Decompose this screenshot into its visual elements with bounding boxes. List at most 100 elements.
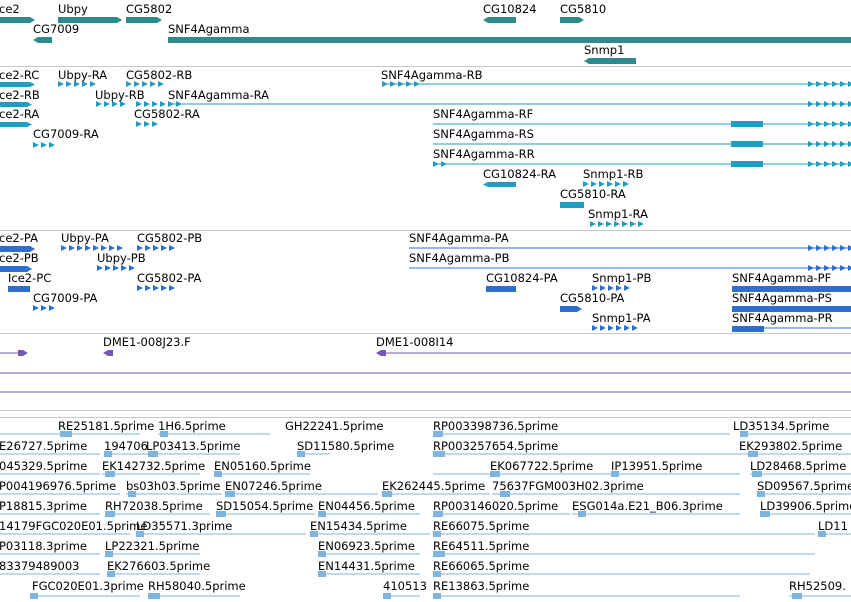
est-label[interactable]: 1H6.5prime [158, 419, 226, 433]
protein-glyph[interactable] [169, 245, 175, 251]
protein-label[interactable]: Ice2-PC [8, 271, 52, 285]
est-label[interactable]: SD11580.5prime [297, 439, 395, 453]
transcript-glyph[interactable] [158, 81, 164, 87]
protein-glyph[interactable] [93, 245, 99, 251]
protein-glyph[interactable] [61, 245, 67, 251]
transcript-glyph[interactable] [606, 221, 612, 227]
protein-glyph[interactable] [632, 325, 638, 331]
transcript-glyph[interactable] [840, 81, 846, 87]
transcript-glyph[interactable] [832, 81, 838, 87]
transcript-glyph[interactable] [824, 81, 830, 87]
protein-glyph[interactable] [816, 245, 822, 251]
est-glyph[interactable] [757, 491, 765, 497]
transcript-label[interactable]: SNF4Agamma-RB [381, 68, 483, 82]
transcript-glyph[interactable] [583, 181, 589, 187]
transcript-glyph[interactable] [483, 182, 516, 187]
protein-glyph[interactable] [824, 245, 830, 251]
transcript-glyph[interactable] [840, 101, 846, 107]
est-label[interactable]: RP003146020.5prime [433, 499, 559, 513]
est-label[interactable]: EN15434.5prime [310, 519, 407, 533]
est-label[interactable]: RH72038.5prime [105, 499, 203, 513]
transcript-glyph[interactable] [731, 141, 763, 147]
est-label[interactable]: RE66065.5prime [433, 559, 530, 573]
est-glyph[interactable] [216, 511, 226, 517]
protein-glyph[interactable] [808, 245, 814, 251]
transcript-glyph[interactable] [848, 81, 851, 87]
protein-glyph[interactable] [824, 265, 830, 271]
gene-label[interactable]: CG7009 [33, 22, 80, 36]
protein-label[interactable]: CG5810-PA [560, 291, 625, 305]
est-glyph[interactable] [225, 491, 235, 497]
protein-glyph[interactable] [732, 306, 851, 312]
est-glyph[interactable] [792, 593, 802, 599]
est-glyph[interactable] [433, 451, 445, 457]
protein-glyph[interactable] [161, 245, 167, 251]
protein-label[interactable]: Snmp1-PB [592, 271, 652, 285]
est-glyph[interactable] [105, 551, 113, 557]
transcript-glyph[interactable] [731, 121, 763, 127]
transcript-glyph[interactable] [49, 142, 55, 148]
transcript-glyph[interactable] [0, 102, 32, 107]
transcript-glyph[interactable] [808, 161, 814, 167]
protein-label[interactable]: Ubpy-PA [61, 231, 109, 245]
protein-label[interactable]: ce2-PA [0, 231, 38, 245]
transcript-glyph[interactable] [74, 81, 80, 87]
transcript-label[interactable]: SNF4Agamma-RF [433, 107, 534, 121]
est-label[interactable]: P03118.3prime [0, 539, 87, 553]
est-label[interactable]: EK293802.5prime [739, 439, 843, 453]
transcript-glyph[interactable] [136, 101, 142, 107]
est-label[interactable]: RP003257654.5prime [433, 439, 559, 453]
transcript-glyph[interactable] [104, 101, 110, 107]
est-label[interactable]: RP003398736.5prime [433, 419, 559, 433]
est-label[interactable]: P004196976.5prime [0, 479, 117, 493]
transcript-glyph[interactable] [168, 101, 174, 107]
transcript-glyph[interactable] [176, 101, 182, 107]
protein-glyph[interactable] [832, 265, 838, 271]
est-glyph[interactable] [748, 451, 758, 457]
gene-glyph[interactable] [0, 17, 35, 23]
est-glyph[interactable] [136, 531, 144, 537]
est-label[interactable]: EN14431.5prime [318, 559, 415, 573]
est-label[interactable]: LP03413.5prime [146, 439, 241, 453]
gene-glyph[interactable] [584, 58, 636, 64]
protein-glyph[interactable] [592, 325, 598, 331]
transcript-glyph[interactable] [150, 81, 156, 87]
est-label[interactable]: GH22241.5prime [285, 419, 384, 433]
protein-glyph[interactable] [816, 265, 822, 271]
est-glyph[interactable] [433, 551, 445, 557]
est-label[interactable]: RE66075.5prime [433, 519, 530, 533]
protein-label[interactable]: SNF4Agamma-PR [732, 311, 833, 325]
est-glyph[interactable] [433, 531, 441, 537]
est-glyph[interactable] [160, 431, 168, 437]
transcript-glyph[interactable] [0, 82, 35, 87]
clone-glyph[interactable] [18, 350, 28, 356]
transcript-glyph[interactable] [816, 81, 822, 87]
transcript-glyph[interactable] [623, 181, 629, 187]
est-glyph[interactable] [128, 491, 136, 497]
protein-glyph[interactable] [85, 245, 91, 251]
transcript-glyph[interactable] [848, 121, 851, 127]
protein-label[interactable]: Ubpy-PB [97, 251, 146, 265]
transcript-glyph[interactable] [152, 121, 158, 127]
est-glyph[interactable] [107, 571, 115, 577]
protein-label[interactable]: CG10824-PA [486, 271, 558, 285]
protein-glyph[interactable] [840, 265, 846, 271]
protein-glyph[interactable] [600, 325, 606, 331]
protein-glyph[interactable] [77, 245, 83, 251]
transcript-glyph[interactable] [66, 81, 72, 87]
transcript-label[interactable]: ce2-RC [0, 68, 40, 82]
protein-glyph[interactable] [592, 285, 598, 291]
transcript-glyph[interactable] [599, 181, 605, 187]
transcript-glyph[interactable] [832, 161, 838, 167]
est-label[interactable]: RH52509. [789, 579, 846, 593]
transcript-glyph[interactable] [824, 101, 830, 107]
est-label[interactable]: EK262445.5prime [382, 479, 486, 493]
transcript-label[interactable]: ce2-RB [0, 88, 40, 102]
gene-glyph[interactable] [560, 17, 584, 23]
est-label[interactable]: EK067722.5prime [490, 459, 594, 473]
gene-glyph[interactable] [483, 17, 516, 23]
transcript-glyph[interactable] [832, 121, 838, 127]
est-glyph[interactable] [433, 593, 441, 599]
est-label[interactable]: LD35571.3prime [136, 519, 233, 533]
transcript-glyph[interactable] [590, 221, 596, 227]
